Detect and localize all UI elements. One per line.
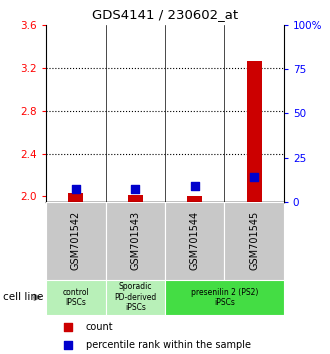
Bar [106, 280, 165, 315]
Text: GSM701545: GSM701545 [249, 211, 259, 270]
Point [192, 183, 197, 189]
Bar [165, 280, 284, 315]
Text: cell line: cell line [3, 292, 44, 302]
Bar [224, 202, 284, 280]
Text: GSM701542: GSM701542 [71, 211, 81, 270]
Bar [106, 202, 165, 280]
Point [65, 324, 71, 330]
Bar [165, 202, 224, 280]
Text: control
IPSCs: control IPSCs [62, 288, 89, 307]
Point [65, 342, 71, 348]
Text: GSM701543: GSM701543 [130, 211, 140, 270]
Bar [187, 196, 202, 202]
Text: presenilin 2 (PS2)
iPSCs: presenilin 2 (PS2) iPSCs [191, 288, 258, 307]
Bar [128, 195, 143, 202]
Text: Sporadic
PD-derived
iPSCs: Sporadic PD-derived iPSCs [114, 282, 156, 312]
Point [73, 187, 79, 192]
Text: percentile rank within the sample: percentile rank within the sample [85, 340, 250, 350]
Bar [69, 193, 83, 202]
Bar [46, 202, 106, 280]
Bar [46, 280, 106, 315]
Point [133, 185, 138, 191]
Text: GSM701544: GSM701544 [190, 211, 200, 270]
Point [251, 174, 257, 180]
Bar [247, 61, 262, 202]
Text: count: count [85, 322, 113, 332]
Title: GDS4141 / 230602_at: GDS4141 / 230602_at [92, 8, 238, 21]
